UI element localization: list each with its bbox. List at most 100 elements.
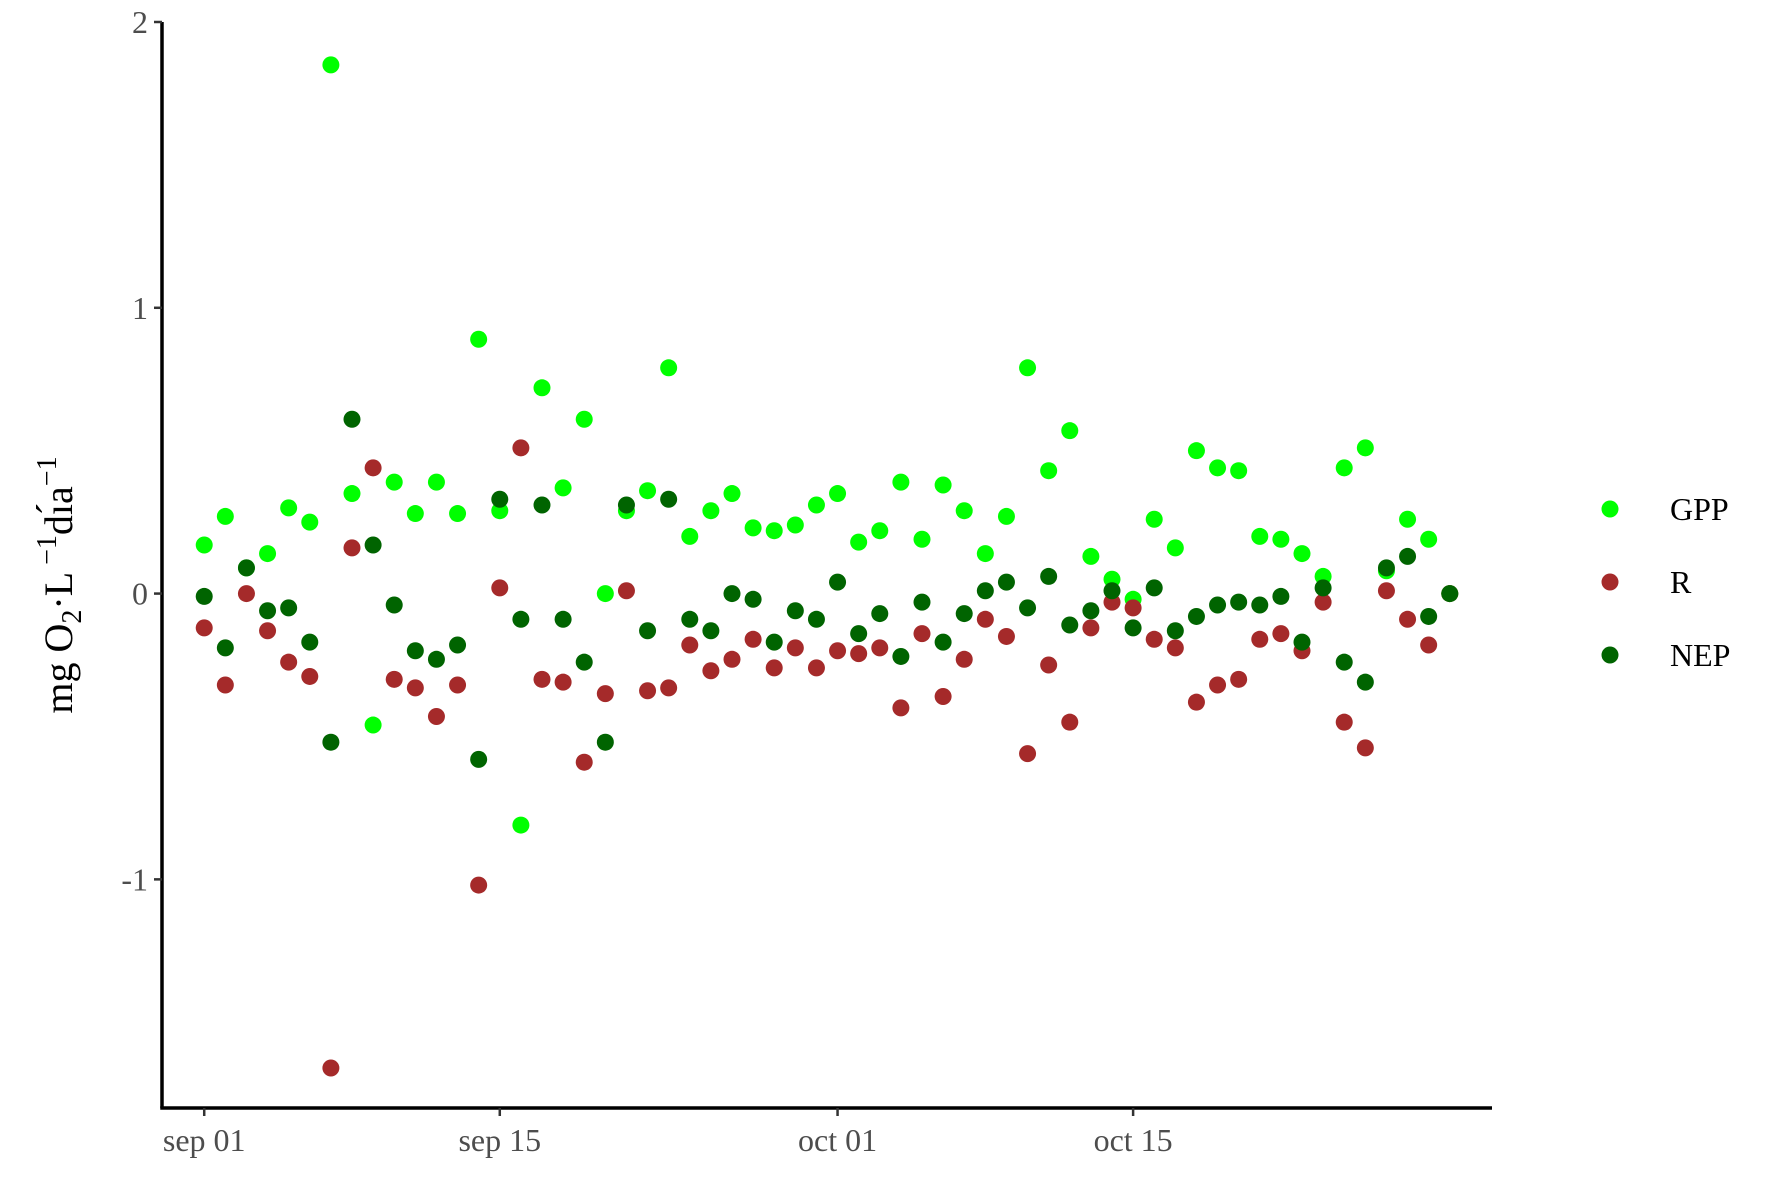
gpp-point bbox=[533, 379, 551, 397]
x-axis-ticks: sep 01 sep 15 oct 01 oct 15 bbox=[163, 1108, 1173, 1158]
r-point bbox=[533, 670, 551, 688]
gpp-point bbox=[301, 513, 319, 531]
nep-point bbox=[1356, 673, 1374, 691]
x-tick-label: oct 15 bbox=[1094, 1122, 1173, 1158]
r-point bbox=[1209, 676, 1227, 694]
y-axis-title: mg O2·L −1dı́a−1 bbox=[32, 456, 88, 713]
gpp-point bbox=[216, 507, 234, 525]
gpp-point bbox=[322, 56, 340, 74]
y-axis-title-end: dı́a bbox=[36, 486, 81, 535]
nep-point bbox=[1124, 619, 1142, 637]
gpp-point bbox=[1187, 442, 1205, 460]
gpp-point bbox=[976, 545, 994, 563]
nep-point bbox=[1251, 596, 1269, 614]
nep-point bbox=[1019, 599, 1037, 617]
nep-point bbox=[491, 490, 509, 508]
gpp-point bbox=[871, 522, 889, 540]
gpp-point bbox=[385, 473, 403, 491]
nep-point bbox=[1187, 607, 1205, 625]
gpp-point bbox=[575, 410, 593, 428]
nep-point bbox=[807, 610, 825, 628]
r-point bbox=[1040, 656, 1058, 674]
legend-key-r bbox=[1601, 573, 1619, 591]
nep-point bbox=[1166, 622, 1184, 640]
r-point bbox=[744, 630, 762, 648]
r-point bbox=[427, 707, 445, 725]
r-point bbox=[385, 670, 403, 688]
legend-label-nep: NEP bbox=[1670, 637, 1730, 673]
nep-point bbox=[1103, 582, 1121, 600]
gpp-point bbox=[639, 482, 657, 500]
nep-point bbox=[1040, 567, 1058, 585]
r-point bbox=[997, 627, 1015, 645]
nep-point bbox=[385, 596, 403, 614]
r-point bbox=[280, 653, 298, 671]
gpp-point bbox=[786, 516, 804, 534]
r-point bbox=[237, 585, 255, 603]
r-point bbox=[1335, 713, 1353, 731]
r-point bbox=[702, 662, 720, 680]
nep-point bbox=[1399, 547, 1417, 565]
r-point bbox=[1356, 739, 1374, 757]
nep-point bbox=[322, 733, 340, 751]
r-point bbox=[216, 676, 234, 694]
gpp-point bbox=[1335, 459, 1353, 477]
x-tick-label: sep 15 bbox=[458, 1122, 541, 1158]
r-point bbox=[512, 439, 530, 457]
nep-point bbox=[1230, 593, 1248, 611]
legend-label-r: R bbox=[1670, 564, 1692, 600]
r-point bbox=[723, 650, 741, 668]
r-point bbox=[1145, 630, 1163, 648]
gpp-point bbox=[259, 545, 277, 563]
gpp-point bbox=[1209, 459, 1227, 477]
nep-point bbox=[512, 610, 530, 628]
nep-point bbox=[744, 590, 762, 608]
nep-point bbox=[1272, 587, 1290, 605]
gpp-point bbox=[765, 522, 783, 540]
nep-point bbox=[1082, 602, 1100, 620]
r-point bbox=[892, 699, 910, 717]
gpp-point bbox=[702, 502, 720, 520]
r-point bbox=[660, 679, 678, 697]
r-point bbox=[259, 622, 277, 640]
x-tick-label: oct 01 bbox=[798, 1122, 877, 1158]
gpp-point bbox=[934, 476, 952, 494]
legend-key-gpp bbox=[1601, 500, 1619, 518]
nep-point bbox=[723, 585, 741, 603]
nep-point bbox=[259, 602, 277, 620]
r-point bbox=[1187, 693, 1205, 711]
r-point bbox=[406, 679, 424, 697]
nep-point bbox=[850, 625, 868, 643]
gpp-point bbox=[596, 585, 614, 603]
series-gpp bbox=[195, 56, 1459, 834]
r-point bbox=[617, 582, 635, 600]
nep-point bbox=[301, 633, 319, 651]
nep-point bbox=[1209, 596, 1227, 614]
r-point bbox=[850, 645, 868, 663]
r-point bbox=[1061, 713, 1079, 731]
r-point bbox=[765, 659, 783, 677]
nep-point bbox=[892, 647, 910, 665]
gpp-point bbox=[470, 330, 488, 348]
r-point bbox=[829, 642, 847, 660]
r-point bbox=[1314, 593, 1332, 611]
gpp-point bbox=[1082, 547, 1100, 565]
nep-point bbox=[343, 410, 361, 428]
r-point bbox=[491, 579, 509, 597]
nep-point bbox=[237, 559, 255, 577]
gpp-point bbox=[343, 485, 361, 503]
r-point bbox=[807, 659, 825, 677]
nep-point bbox=[639, 622, 657, 640]
r-point bbox=[1251, 630, 1269, 648]
nep-point bbox=[406, 642, 424, 660]
nep-point bbox=[427, 650, 445, 668]
gpp-point bbox=[512, 816, 530, 834]
gpp-point bbox=[1040, 462, 1058, 480]
r-point bbox=[195, 619, 213, 637]
gpp-point bbox=[723, 485, 741, 503]
nep-point bbox=[533, 496, 551, 514]
data-points bbox=[195, 56, 1459, 1077]
y-tick-label: 0 bbox=[132, 576, 148, 612]
nep-point bbox=[575, 653, 593, 671]
